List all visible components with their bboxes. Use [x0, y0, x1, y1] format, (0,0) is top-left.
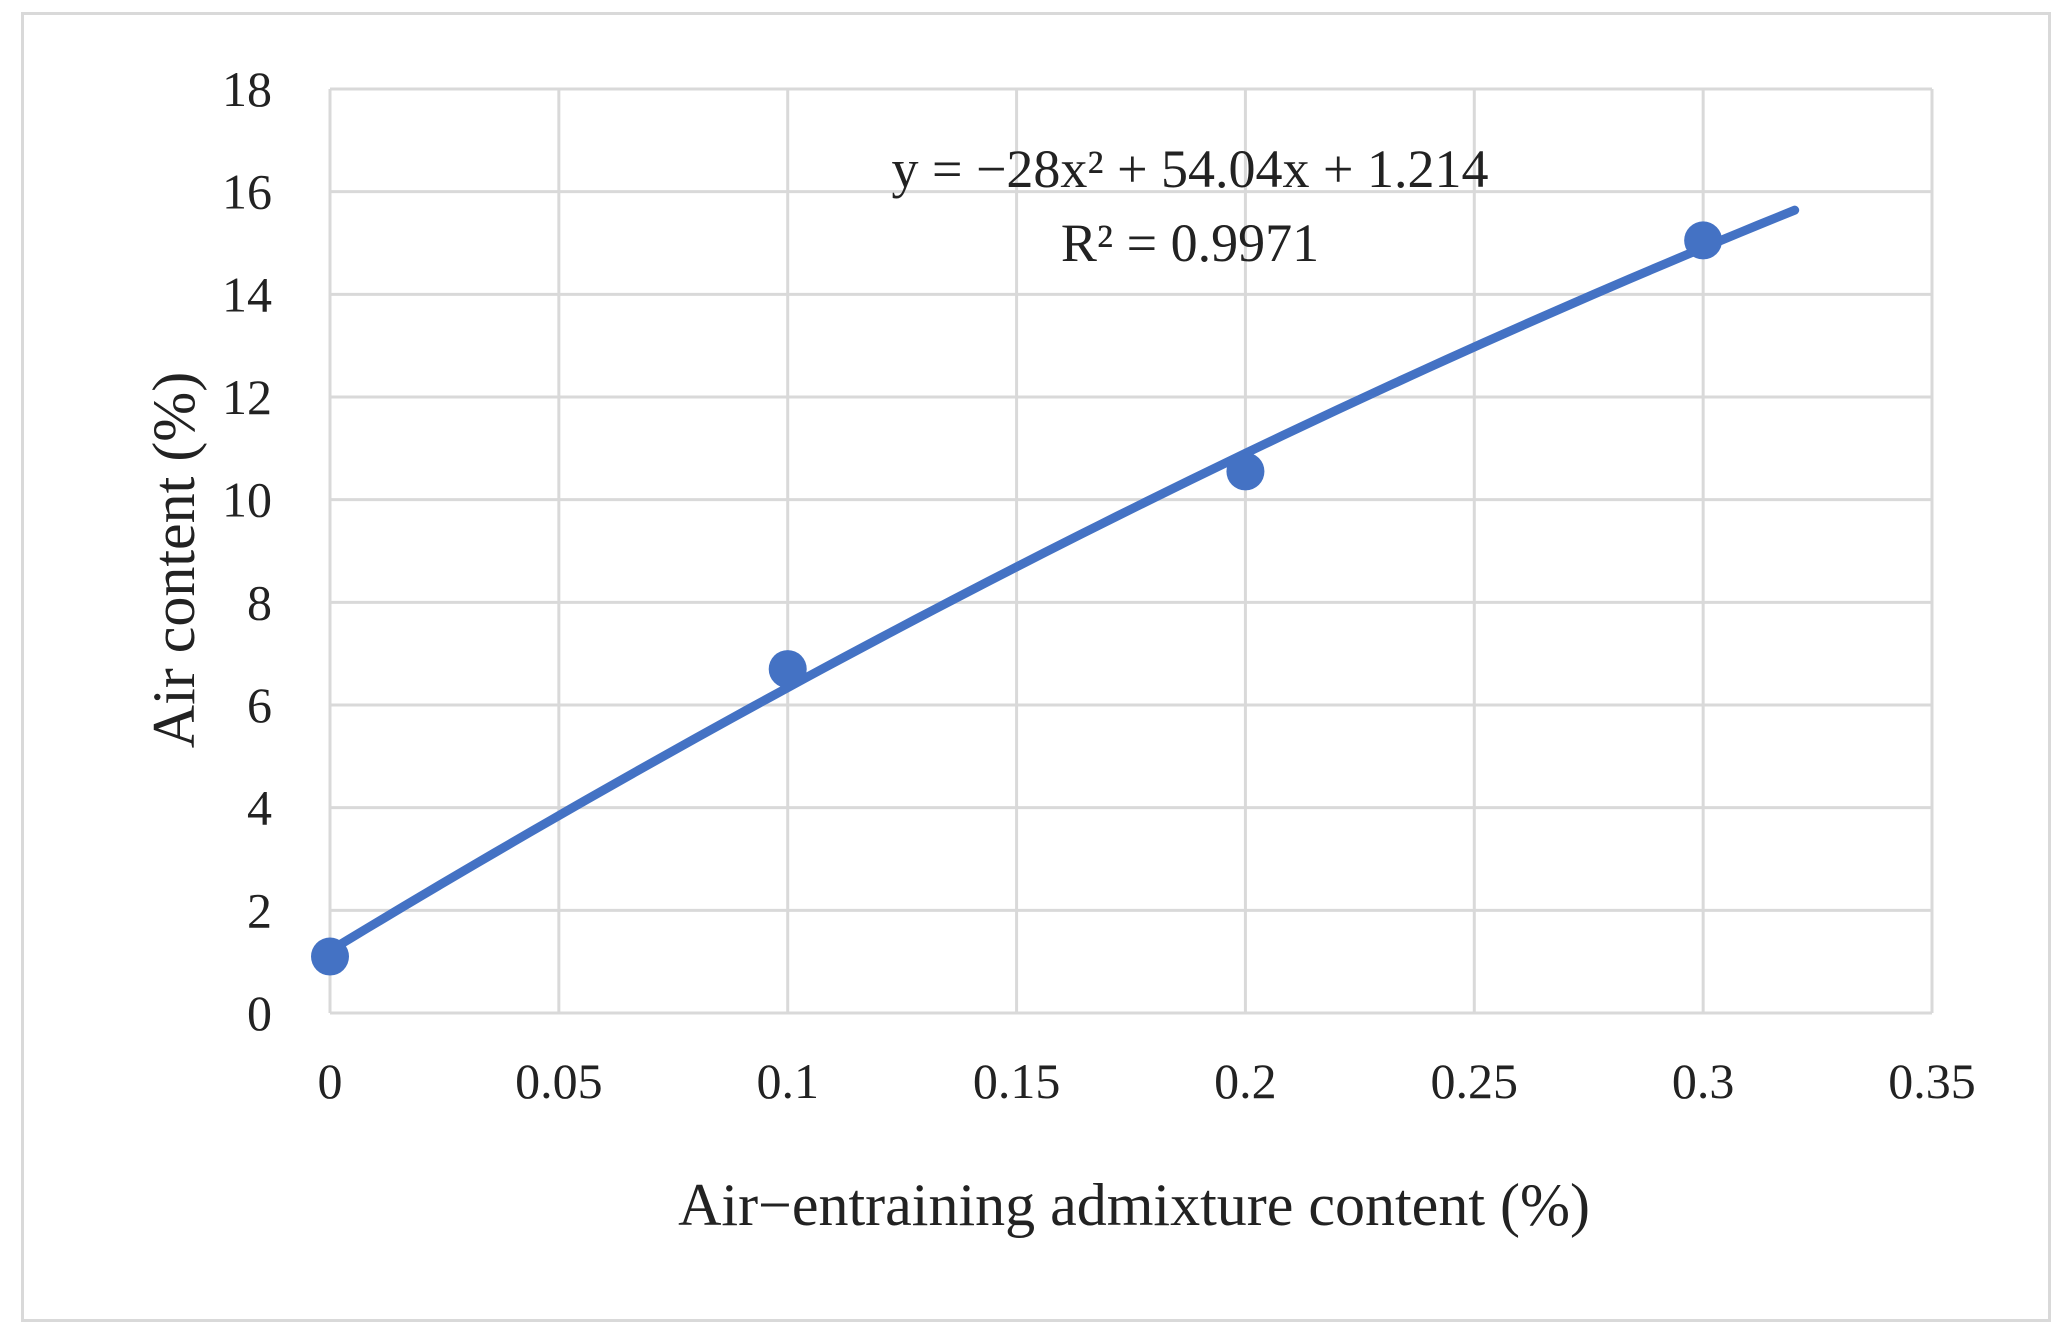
trendline-equation: y = −28x² + 54.04x + 1.214	[891, 139, 1488, 199]
x-tick-label: 0	[318, 1053, 343, 1109]
y-tick-label: 14	[222, 266, 272, 322]
x-axis-title: Air−entraining admixture content (%)	[678, 1172, 1590, 1238]
x-tick-label: 0.25	[1431, 1053, 1519, 1109]
y-tick-label: 10	[222, 472, 272, 528]
scatter-chart: 0 0.05 0.1 0.15 0.2 0.25 0.3 0.35 0 2 4 6 8 10 12 14 16…	[141, 61, 1976, 1238]
chart-frame: 0 0.05 0.1 0.15 0.2 0.25 0.3 0.35 0 2 4 6 8 10 12 14 16…	[21, 12, 2051, 1322]
data-point	[1684, 221, 1723, 260]
x-tick-label: 0.1	[756, 1053, 819, 1109]
trendline	[325, 205, 1800, 956]
x-tick-label: 0.05	[515, 1053, 603, 1109]
y-tick-label: 0	[247, 985, 272, 1041]
data-point	[1226, 452, 1265, 491]
x-tick-label: 0.2	[1214, 1053, 1277, 1109]
x-tick-label: 0.15	[973, 1053, 1061, 1109]
y-tick-label: 18	[222, 61, 272, 117]
trendline-group	[325, 205, 1800, 956]
y-axis-title: Air content (%)	[141, 372, 207, 749]
r-squared-label: R² = 0.9971	[1061, 213, 1319, 273]
x-tick-labels: 0 0.05 0.1 0.15 0.2 0.25 0.3 0.35	[318, 1053, 1976, 1109]
y-tick-label: 16	[222, 164, 272, 220]
data-point	[311, 937, 349, 976]
data-point	[768, 650, 807, 689]
y-tick-label: 8	[247, 574, 272, 630]
y-tick-labels: 0 2 4 6 8 10 12 14 16 18	[222, 61, 272, 1041]
gridlines	[328, 87, 1934, 1015]
y-tick-label: 4	[247, 780, 272, 836]
y-tick-label: 12	[222, 369, 272, 425]
x-tick-label: 0.3	[1672, 1053, 1735, 1109]
y-tick-label: 6	[247, 677, 272, 733]
x-tick-label: 0.35	[1888, 1053, 1976, 1109]
data-points	[311, 221, 1723, 976]
y-tick-label: 2	[247, 882, 272, 938]
